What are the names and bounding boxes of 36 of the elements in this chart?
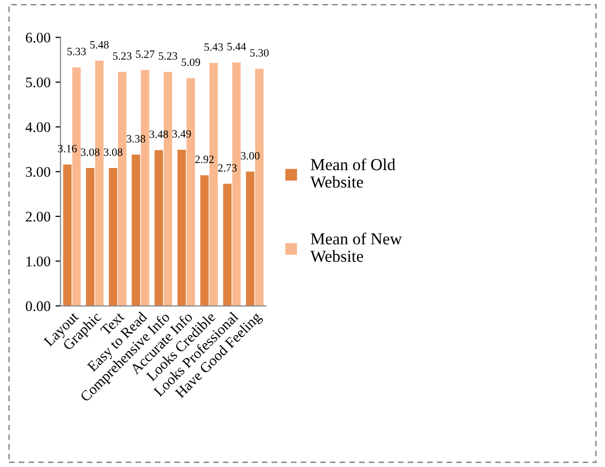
- bar: [177, 150, 186, 306]
- data-label: 5.30: [250, 49, 269, 57]
- data-label: 3.08: [104, 148, 122, 156]
- data-label: 3.48: [150, 130, 168, 138]
- legend-label: Mean of New Website: [310, 232, 402, 262]
- y-tick-label: 1.00: [26, 256, 50, 266]
- y-tick-label: 2.00: [26, 212, 50, 222]
- bar: [108, 168, 118, 306]
- bar: [246, 172, 254, 306]
- y-tick-label: 0.00: [26, 301, 50, 312]
- data-label: 5.23: [113, 52, 132, 60]
- y-tick-label: 6.00: [26, 32, 50, 43]
- legend-label: Mean of Old Website: [310, 158, 396, 188]
- data-label: 2.73: [218, 164, 237, 172]
- data-label: 3.38: [126, 135, 146, 143]
- bar: [63, 164, 72, 306]
- data-label: 5.43: [204, 43, 223, 51]
- data-label: 5.33: [67, 48, 86, 56]
- y-tick-label: 3.00: [26, 166, 50, 177]
- data-label: 3.16: [58, 144, 77, 152]
- bar: [200, 175, 209, 306]
- data-label: 3.00: [241, 152, 260, 160]
- bar: [223, 184, 232, 306]
- data-label: 5.27: [136, 50, 154, 58]
- data-label: 2.92: [195, 156, 214, 164]
- data-label: 5.23: [158, 52, 178, 60]
- data-label: 3.08: [81, 148, 100, 156]
- data-label: 3.49: [172, 130, 191, 138]
- data-label: 5.44: [227, 42, 246, 50]
- data-label: 5.48: [90, 41, 109, 49]
- bar: [154, 150, 163, 306]
- y-tick-label: 5.00: [26, 77, 50, 88]
- y-tick-label: 4.00: [26, 122, 50, 132]
- bar: [86, 168, 94, 306]
- bar: [132, 154, 140, 306]
- data-label: 5.09: [182, 58, 200, 66]
